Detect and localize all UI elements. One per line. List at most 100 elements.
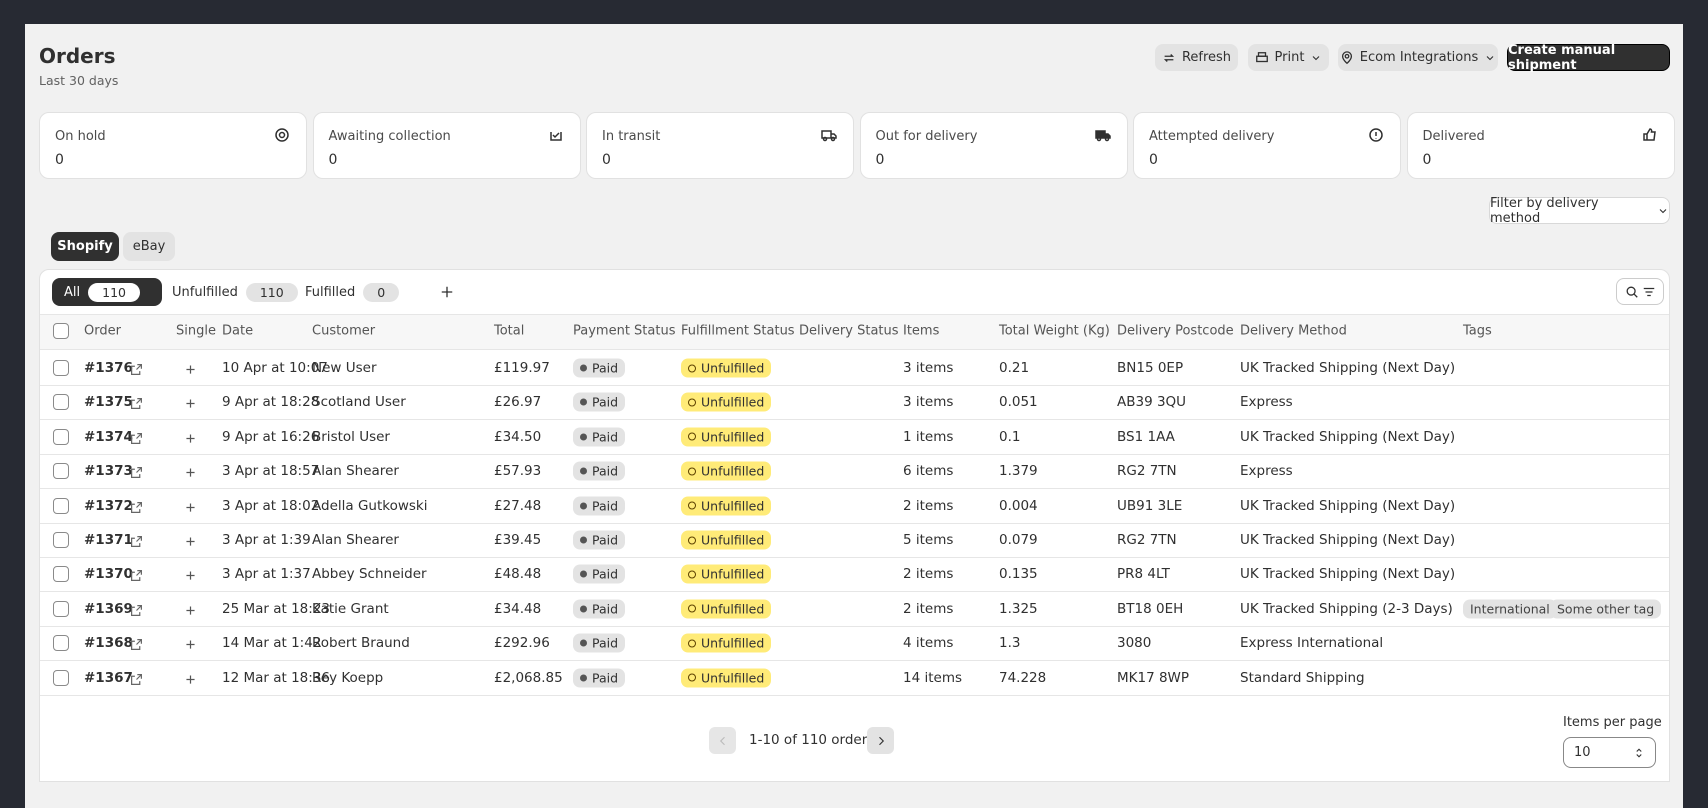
channel-pill[interactable]: eBay bbox=[123, 232, 175, 261]
payment-badge: Paid bbox=[573, 392, 626, 412]
channel-pill[interactable]: Shopify bbox=[51, 232, 119, 261]
checkbox[interactable] bbox=[53, 323, 69, 339]
cell: 0.1 bbox=[999, 428, 1021, 445]
payment-badge: Paid bbox=[573, 564, 626, 584]
next-button[interactable] bbox=[867, 727, 894, 754]
checkbox[interactable] bbox=[53, 566, 69, 583]
icon bbox=[1657, 205, 1669, 217]
stat-value: 0 bbox=[328, 152, 338, 168]
cell: BN15 0EP bbox=[1117, 360, 1184, 376]
external-link-icon[interactable] bbox=[130, 499, 143, 518]
external-link-icon[interactable] bbox=[130, 430, 143, 449]
checkbox[interactable] bbox=[53, 360, 69, 376]
checkbox[interactable] bbox=[53, 635, 69, 652]
header-button[interactable]: Refresh bbox=[1155, 44, 1238, 71]
cell: 74.228 bbox=[999, 669, 1047, 686]
single-add[interactable] bbox=[184, 499, 197, 518]
single-add[interactable] bbox=[184, 533, 197, 552]
header-button[interactable]: Print bbox=[1248, 44, 1329, 71]
header-button[interactable]: Create manual shipment bbox=[1507, 43, 1670, 73]
tab[interactable]: Unfulfilled 110 bbox=[160, 278, 310, 306]
order-link[interactable]: #1376 bbox=[84, 360, 133, 376]
header-button[interactable]: Ecom Integrations bbox=[1338, 44, 1498, 71]
order-link[interactable]: #1375 bbox=[84, 394, 133, 411]
order-link[interactable]: #1371 bbox=[84, 532, 133, 548]
checkbox[interactable] bbox=[53, 669, 69, 686]
order-link[interactable]: #1372 bbox=[84, 497, 133, 514]
stat-card: Attempted delivery 0 bbox=[1133, 112, 1401, 179]
external-link-icon[interactable] bbox=[130, 602, 143, 621]
fulfillment-badge: Unfulfilled bbox=[681, 496, 772, 516]
icon-svg bbox=[131, 432, 142, 444]
checkbox[interactable] bbox=[53, 600, 69, 617]
column-header: Single bbox=[176, 323, 216, 339]
tab[interactable]: All 110 bbox=[52, 278, 162, 306]
checkbox[interactable] bbox=[53, 428, 69, 445]
icon-svg bbox=[1642, 128, 1656, 141]
ring bbox=[688, 364, 696, 372]
order-link[interactable]: #1370 bbox=[84, 566, 133, 583]
order-link[interactable]: #1367 bbox=[84, 669, 133, 686]
badge-text: Paid bbox=[592, 498, 619, 514]
icon bbox=[1162, 51, 1176, 65]
tab[interactable]: Fulfilled 0 bbox=[293, 278, 411, 306]
stat-icon bbox=[821, 127, 837, 147]
icon-svg bbox=[186, 434, 195, 443]
icon-svg bbox=[131, 570, 142, 582]
icon-svg bbox=[719, 736, 725, 745]
stat-value: 0 bbox=[875, 152, 885, 168]
external-link-icon[interactable] bbox=[130, 395, 143, 414]
single-add[interactable] bbox=[184, 395, 197, 414]
external-link-icon[interactable] bbox=[130, 464, 143, 483]
cell: £57.93 bbox=[494, 463, 542, 480]
cell: £26.97 bbox=[494, 394, 542, 411]
order-link[interactable]: #1373 bbox=[84, 463, 133, 480]
per-page-label: Items per page bbox=[1563, 715, 1662, 730]
cell: £39.45 bbox=[494, 532, 542, 548]
per-page-select[interactable]: 10 bbox=[1563, 737, 1656, 768]
dot bbox=[580, 674, 587, 682]
single-add[interactable] bbox=[184, 567, 197, 586]
badge-text: Unfulfilled bbox=[701, 532, 765, 548]
table-card: All 110 Unfulfilled 110 Fulfilled 0 Order Singl… bbox=[39, 269, 1670, 782]
ring bbox=[688, 639, 696, 648]
icon-svg bbox=[131, 673, 142, 685]
single-add[interactable] bbox=[184, 464, 197, 483]
payment-badge: Paid bbox=[573, 668, 626, 688]
icon-svg bbox=[186, 503, 195, 512]
payment-badge: Paid bbox=[573, 530, 626, 550]
checkbox[interactable] bbox=[53, 497, 69, 514]
stat-card: In transit 0 bbox=[586, 112, 854, 179]
icon-svg bbox=[186, 606, 195, 615]
icon-svg bbox=[878, 736, 884, 745]
external-link-icon[interactable] bbox=[130, 671, 143, 690]
external-link-icon[interactable] bbox=[130, 533, 143, 552]
order-link[interactable]: #1368 bbox=[84, 635, 133, 652]
search-filter-button[interactable] bbox=[1616, 278, 1664, 305]
filter-button[interactable]: Filter by delivery method bbox=[1489, 196, 1670, 226]
prev-button[interactable] bbox=[709, 727, 736, 754]
button-label: Print bbox=[1274, 50, 1305, 65]
icon-svg bbox=[131, 536, 142, 547]
dot bbox=[580, 433, 587, 441]
checkbox[interactable] bbox=[53, 532, 69, 548]
external-link-icon[interactable] bbox=[130, 636, 143, 655]
stat-label: Delivered bbox=[1422, 129, 1485, 144]
single-add[interactable] bbox=[184, 430, 197, 449]
single-add[interactable] bbox=[184, 602, 197, 621]
order-link[interactable]: #1374 bbox=[84, 428, 133, 445]
cell: Scotland User bbox=[312, 394, 406, 411]
cell: PR8 4LT bbox=[1117, 566, 1170, 583]
cell: Alan Shearer bbox=[312, 532, 399, 548]
order-link[interactable]: #1369 bbox=[84, 600, 133, 617]
single-add[interactable] bbox=[184, 361, 197, 380]
stat-icon bbox=[548, 127, 564, 147]
single-add[interactable] bbox=[184, 671, 197, 690]
checkbox[interactable] bbox=[53, 463, 69, 480]
icon-svg bbox=[186, 571, 195, 580]
single-add[interactable] bbox=[184, 636, 197, 655]
external-link-icon[interactable] bbox=[130, 361, 143, 380]
external-link-icon[interactable] bbox=[130, 567, 143, 586]
checkbox[interactable] bbox=[53, 394, 69, 411]
add-tab[interactable] bbox=[440, 280, 454, 304]
